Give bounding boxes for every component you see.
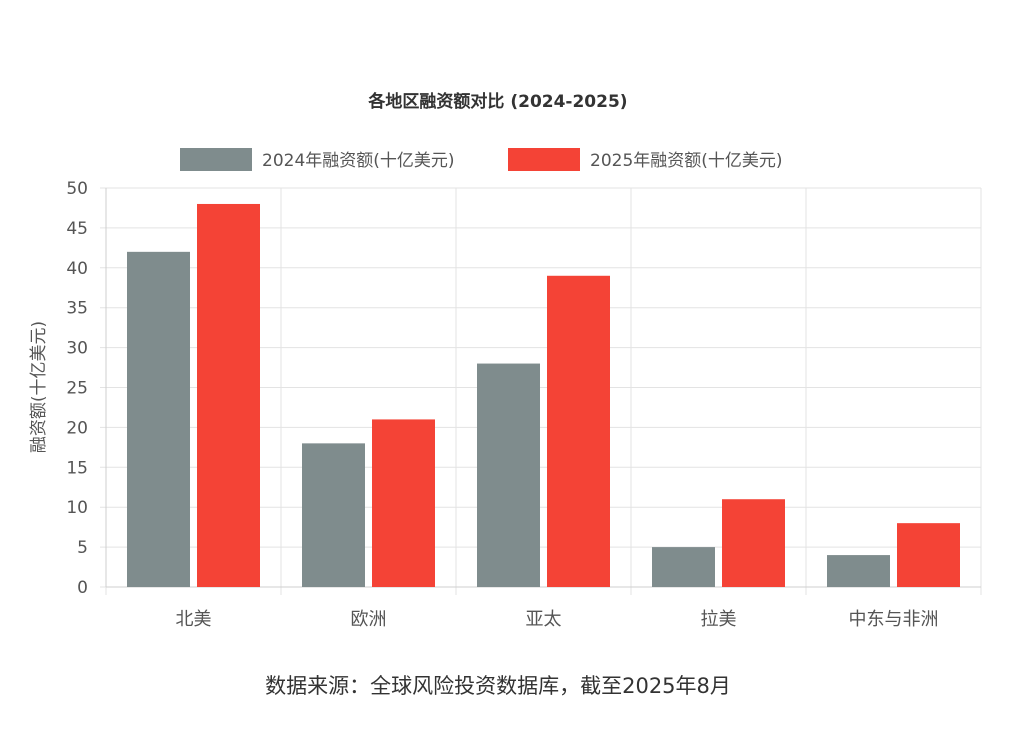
x-category-label: 亚太 — [526, 609, 562, 630]
bar-2024 — [652, 547, 715, 587]
bar-2025 — [722, 499, 785, 587]
bar-2024 — [302, 443, 365, 587]
bar-2025 — [547, 275, 610, 587]
y-tick-labels: 0 5 10 15 20 25 30 35 40 45 50 — [66, 179, 88, 598]
bar-2024 — [127, 251, 190, 587]
y-tick-label: 20 — [66, 418, 88, 438]
y-axis-label: 融资额(十亿美元) — [29, 321, 49, 453]
data-source-note: 数据来源：全球风险投资数据库，截至2025年8月 — [265, 674, 731, 698]
bars — [127, 203, 960, 587]
bar-2025 — [897, 523, 960, 587]
y-tick-label: 50 — [66, 179, 88, 199]
x-category-label: 欧洲 — [351, 609, 387, 630]
y-tick-label: 45 — [66, 219, 88, 239]
x-category-label: 北美 — [176, 609, 212, 630]
x-category-label: 中东与非洲 — [849, 609, 939, 630]
bar-2024 — [827, 555, 890, 587]
y-tick-label: 10 — [66, 498, 88, 518]
legend-label-2024: 2024年融资额(十亿美元) — [262, 151, 455, 171]
x-category-labels: 北美 欧洲 亚太 拉美 中东与非洲 — [176, 609, 939, 630]
bar-2025 — [372, 419, 435, 587]
legend: 2024年融资额(十亿美元) 2025年融资额(十亿美元) — [180, 148, 783, 171]
bar-2025 — [197, 203, 260, 587]
legend-swatch-2024 — [180, 148, 252, 171]
legend-label-2025: 2025年融资额(十亿美元) — [590, 151, 783, 171]
y-tick-label: 0 — [77, 578, 88, 598]
y-tick-label: 25 — [66, 379, 88, 399]
legend-swatch-2025 — [508, 148, 580, 171]
bar-2024 — [477, 363, 540, 587]
y-tick-label: 15 — [66, 458, 88, 478]
y-tick-label: 30 — [66, 339, 88, 359]
y-tick-label: 40 — [66, 259, 88, 279]
chart-title: 各地区融资额对比 (2024-2025) — [367, 91, 627, 112]
y-tick-label: 35 — [66, 299, 88, 319]
y-tick-label: 5 — [77, 538, 88, 558]
x-category-label: 拉美 — [701, 609, 737, 630]
